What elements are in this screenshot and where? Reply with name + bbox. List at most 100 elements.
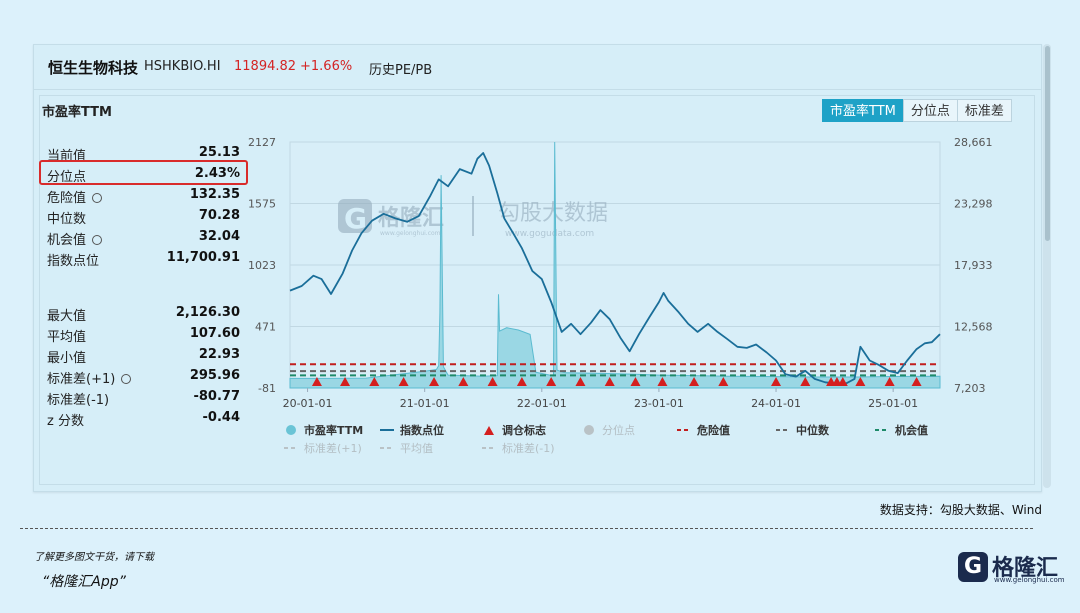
stat-index-level: 指数点位 11,700.91 [47, 248, 240, 269]
rebalance-marker [689, 377, 700, 386]
metric-title: 市盈率TTM [42, 105, 112, 120]
x-tick-label: 22-01-01 [517, 397, 567, 410]
stat-label: 标准差(-1) [47, 393, 110, 408]
x-tick-label: 24-01-01 [751, 397, 801, 410]
y-left-tick-label: 1575 [248, 198, 276, 211]
watermark-brand1: 格隆汇 [378, 205, 444, 231]
rebalance-marker [340, 377, 351, 386]
promo-app: “格隆汇App” [42, 574, 126, 590]
stat-value: 132.35 [189, 187, 240, 202]
rebalance-marker [884, 377, 895, 386]
data-source: 数据支持：勾股大数据、Wind [879, 503, 1042, 517]
legend-label: 机会值 [895, 423, 928, 437]
y-right-tick-label: 28,661 [954, 136, 993, 149]
stat-label: 指数点位 [47, 254, 100, 269]
legend-label: 中位数 [796, 423, 830, 437]
rebalance-marker [429, 377, 440, 386]
rebalance-marker [575, 377, 586, 386]
stat-label: 平均值 [47, 330, 87, 345]
y-right-tick-label: 23,298 [954, 198, 993, 211]
legend-label: 分位点 [602, 423, 635, 437]
watermark-brand2-url: www.gogudata.com [505, 229, 594, 239]
y-left-tick-label: 2127 [248, 136, 276, 149]
y-right-tick-label: 12,568 [954, 321, 993, 334]
legend-label: 调仓标志 [502, 423, 546, 437]
stat-label: 危险值 [47, 187, 103, 206]
stat-label: 最大值 [47, 309, 87, 324]
stat-value: -0.44 [202, 410, 240, 425]
stat-value: 70.28 [198, 208, 240, 223]
x-tick-label: 21-01-01 [400, 397, 450, 410]
rebalance-marker [516, 377, 527, 386]
watermark-divider [472, 196, 474, 236]
brand-url: www.gelonghui.com [994, 576, 1065, 584]
legend-dot-icon [584, 425, 594, 435]
tab-pe-ttm[interactable]: 市盈率TTM [822, 99, 904, 122]
y-right-tick-label: 7,203 [954, 382, 986, 395]
stat-percentile: 分位点 2.43% [47, 164, 240, 185]
rebalance-marker [458, 377, 469, 386]
gear-icon[interactable] [121, 374, 132, 384]
stat-max: 最大值 2,126.30 [47, 303, 240, 324]
card-header: 恒生生物科技 HSHKBIO.HI 11894.82 +1.66% 历史PE/P… [34, 45, 1041, 90]
rebalance-marker [398, 377, 409, 386]
legend-label: 标准差(+1) [304, 441, 362, 455]
legend-label: 市盈率TTM [304, 423, 363, 437]
rebalance-marker [837, 377, 848, 386]
x-tick-label: 25-01-01 [868, 397, 918, 410]
stat-value: 22.93 [198, 347, 240, 362]
scrollbar[interactable] [1043, 44, 1051, 488]
pe-index-chart: G 格隆汇 www.gelonghui.com 勾股大数据 www.goguda… [248, 136, 993, 455]
legend-triangle-icon [484, 426, 494, 435]
axes: 2127 28,661 1575 23,298 1023 17,933 471 12,568 -… [248, 136, 993, 410]
pe-ttm-series [289, 141, 941, 389]
y-left-tick-label: -81 [258, 382, 276, 395]
watermark: G 格隆汇 www.gelonghui.com 勾股大数据 www.goguda… [338, 196, 608, 239]
stat-label: 分位点 [47, 170, 87, 185]
rebalance-marker [771, 377, 782, 386]
legend-label: 平均值 [400, 442, 433, 455]
legend-label: 标准差(-1) [502, 441, 555, 455]
scrollbar-thumb[interactable] [1045, 46, 1050, 241]
rebalance-markers [311, 377, 922, 386]
rebalance-marker [911, 377, 922, 386]
stat-std-minus: 标准差(-1) -80.77 [47, 387, 240, 408]
stat-value: 107.60 [189, 326, 240, 341]
stat-value: -80.77 [193, 389, 240, 404]
history-pe-pb-link[interactable]: 历史PE/PB [369, 63, 433, 78]
index-change: +1.66% [300, 59, 353, 74]
stat-value: 2,126.30 [175, 305, 240, 320]
rebalance-marker [855, 377, 866, 386]
x-tick-label: 20-01-01 [283, 397, 333, 410]
stat-value: 295.96 [189, 368, 240, 383]
legend-label: 危险值 [696, 423, 730, 437]
rebalance-marker [657, 377, 668, 386]
y-left-tick-label: 1023 [248, 259, 276, 272]
tab-std-dev[interactable]: 标准差 [956, 99, 1012, 122]
stat-mean: 平均值 107.60 [47, 324, 240, 345]
brand-g-icon: G [958, 552, 988, 582]
view-tabs: 市盈率TTM 分位点 标准差 [822, 99, 1012, 122]
divider [20, 528, 1033, 529]
rebalance-marker [487, 377, 498, 386]
rebalance-marker [311, 377, 322, 386]
gear-icon[interactable] [92, 235, 103, 245]
index-price: 11894.82 [234, 59, 297, 74]
y-right-tick-label: 17,933 [954, 259, 993, 272]
reference-lines [290, 363, 940, 377]
stat-label: 中位数 [47, 212, 87, 227]
gear-icon[interactable] [92, 193, 103, 203]
index-code: HSHKBIO.HI [144, 59, 221, 74]
stat-zscore: z 分数 -0.44 [47, 408, 240, 429]
stat-label: z 分数 [47, 414, 84, 429]
stat-median: 中位数 70.28 [47, 206, 240, 227]
rebalance-marker [630, 377, 641, 386]
rebalance-marker [718, 377, 729, 386]
stat-label: 机会值 [47, 229, 103, 248]
stat-value: 25.13 [198, 145, 240, 160]
stat-danger: 危险值 132.35 [47, 185, 240, 206]
y-left-tick-label: 471 [255, 321, 276, 334]
legend-dot-icon [286, 425, 296, 435]
tab-percentile[interactable]: 分位点 [902, 99, 958, 122]
stat-value: 32.04 [198, 229, 240, 244]
